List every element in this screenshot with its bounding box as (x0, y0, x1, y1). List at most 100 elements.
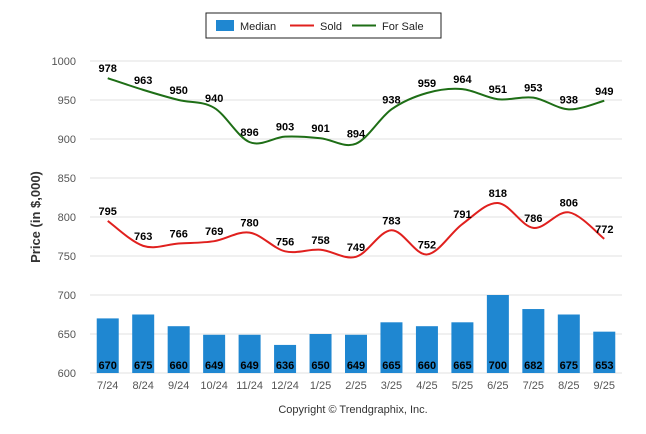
for-sale-value-label: 978 (99, 63, 117, 75)
for-sale-value-label: 949 (595, 86, 613, 98)
median-bar (451, 322, 474, 373)
x-tick-label: 1/25 (310, 380, 331, 392)
x-tick-label: 7/24 (97, 380, 118, 392)
median-bar (96, 318, 119, 373)
sold-value-label: 791 (453, 209, 471, 221)
median-value-label: 675 (134, 360, 152, 372)
median-value-label: 682 (524, 360, 542, 372)
for-sale-line (107, 77, 605, 147)
sold-value-label: 766 (169, 229, 187, 241)
median-value-label: 665 (382, 360, 400, 372)
median-bar (274, 344, 297, 373)
sold-value-label: 769 (205, 226, 223, 238)
median-bar (380, 322, 403, 373)
median-bar (557, 314, 580, 373)
median-value-label: 670 (99, 360, 117, 372)
sold-value-label: 758 (311, 235, 329, 247)
data-labels: 670 675 660 649 649 636 650 649 665 660 665 700 682 6… (99, 63, 614, 372)
x-tick-label: 8/25 (558, 380, 579, 392)
x-tick-label: 8/24 (132, 380, 153, 392)
x-tick-label: 11/24 (236, 380, 263, 392)
price-lines (107, 77, 605, 259)
legend-label-sold: Sold (320, 21, 342, 33)
median-value-label: 675 (560, 360, 578, 372)
sold-value-label: 806 (560, 197, 578, 209)
legend-swatch-median (216, 20, 234, 31)
copyright-text: Copyright © Trendgraphix, Inc. (278, 404, 427, 416)
median-value-label: 650 (311, 360, 329, 372)
median-bar (203, 334, 226, 373)
for-sale-value-label: 953 (524, 83, 542, 95)
sold-value-label: 772 (595, 224, 613, 236)
for-sale-value-label: 959 (418, 78, 436, 90)
y-tick-label: 950 (58, 95, 76, 107)
x-axis-ticks: 7/24 8/24 9/24 10/24 11/24 12/24 1/25 2/25 3/25 4… (97, 380, 615, 392)
median-bar (415, 326, 438, 373)
legend-box (205, 12, 442, 39)
y-tick-label: 600 (58, 368, 76, 380)
for-sale-value-label: 894 (347, 129, 366, 141)
median-value-label: 653 (595, 360, 613, 372)
for-sale-value-label: 903 (276, 122, 294, 134)
sold-value-label: 780 (240, 218, 258, 230)
sold-value-label: 795 (99, 206, 117, 218)
median-bar (593, 331, 616, 373)
x-tick-label: 10/24 (200, 380, 228, 392)
y-tick-label: 700 (58, 290, 76, 302)
x-tick-label: 6/25 (487, 380, 508, 392)
for-sale-value-label: 964 (453, 74, 472, 86)
x-tick-label: 4/25 (416, 380, 437, 392)
for-sale-value-label: 901 (311, 123, 329, 135)
x-tick-label: 12/24 (271, 380, 299, 392)
legend-label-for-sale: For Sale (382, 21, 424, 33)
median-value-label: 660 (169, 360, 187, 372)
median-bar (132, 314, 155, 373)
x-tick-label: 2/25 (345, 380, 366, 392)
median-bar (167, 326, 190, 373)
median-value-label: 665 (453, 360, 471, 372)
for-sale-value-label: 896 (240, 127, 258, 139)
sold-value-label: 783 (382, 215, 400, 227)
for-sale-value-label: 940 (205, 93, 223, 105)
legend[interactable]: Median Sold For Sale (205, 12, 442, 39)
sold-value-label: 818 (489, 188, 507, 200)
x-tick-label: 3/25 (381, 380, 402, 392)
median-bar (522, 309, 545, 373)
x-tick-label: 9/24 (168, 380, 189, 392)
median-value-label: 649 (347, 360, 365, 372)
median-value-label: 636 (276, 360, 294, 372)
for-sale-value-label: 938 (382, 94, 400, 106)
for-sale-value-label: 950 (169, 85, 187, 97)
for-sale-value-label: 951 (489, 84, 507, 96)
sold-value-label: 786 (524, 213, 542, 225)
sold-value-label: 756 (276, 236, 294, 248)
x-tick-label: 9/25 (594, 380, 615, 392)
sold-value-label: 763 (134, 231, 152, 243)
sold-line (107, 201, 605, 259)
legend-label-median: Median (240, 21, 276, 33)
median-bar (486, 295, 509, 373)
median-value-label: 649 (240, 360, 258, 372)
y-tick-label: 800 (58, 212, 76, 224)
x-tick-label: 7/25 (523, 380, 544, 392)
y-tick-label: 750 (58, 251, 76, 263)
median-bars (96, 295, 616, 373)
x-tick-label: 5/25 (452, 380, 473, 392)
median-bar (345, 334, 367, 373)
y-axis-ticks: 600 650 700 750 800 850 900 950 1000 (52, 56, 76, 380)
for-sale-value-label: 963 (134, 75, 152, 87)
y-tick-label: 650 (58, 329, 76, 341)
median-bar (309, 334, 332, 373)
y-tick-label: 900 (58, 134, 76, 146)
median-value-label: 700 (489, 360, 507, 372)
median-value-label: 660 (418, 360, 436, 372)
y-tick-label: 850 (58, 173, 76, 185)
y-axis-label: Price (in $,000) (28, 171, 43, 263)
median-value-label: 649 (205, 360, 223, 372)
for-sale-value-label: 938 (560, 94, 578, 106)
y-tick-label: 1000 (52, 56, 76, 68)
median-bar (238, 334, 261, 373)
sold-value-label: 752 (418, 239, 436, 251)
sold-value-label: 749 (347, 242, 365, 254)
